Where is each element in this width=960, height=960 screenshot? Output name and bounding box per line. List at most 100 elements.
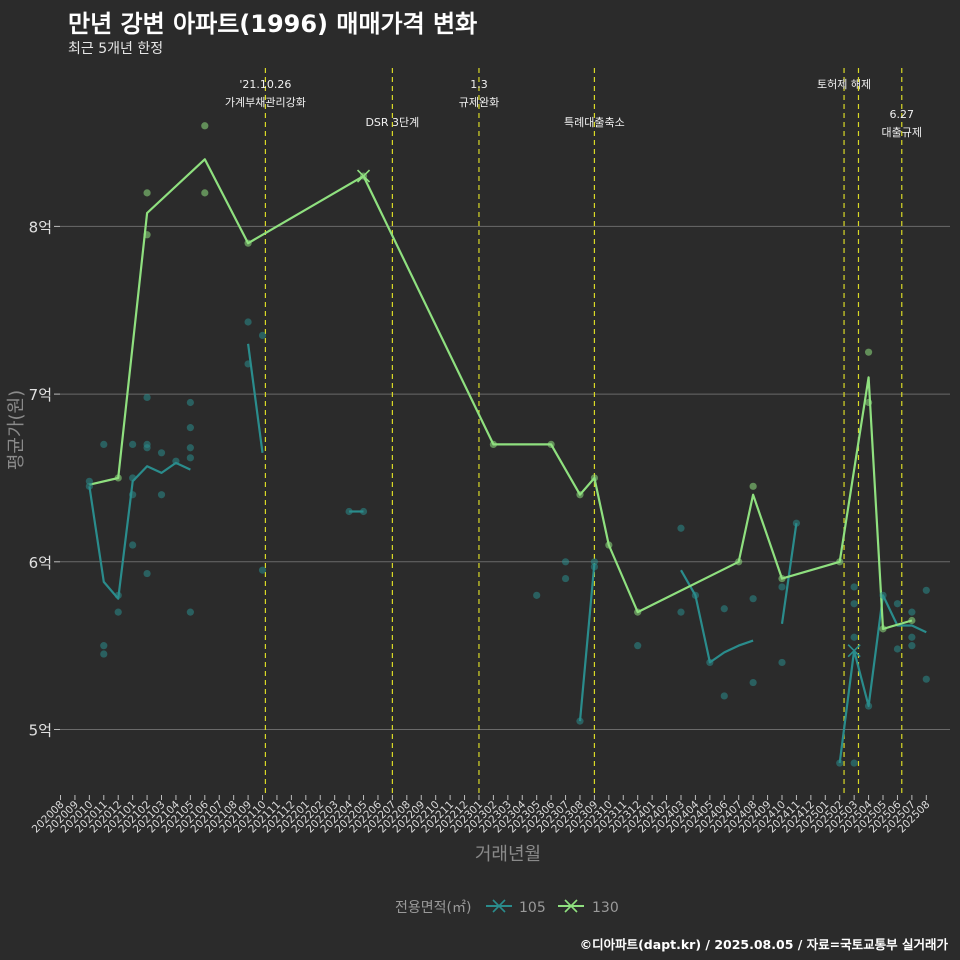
point-105 bbox=[186, 454, 194, 462]
point-130 bbox=[143, 189, 151, 197]
source-credit: ©디아파트(dapt.kr) / 2025.08.05 / 자료=국토교통부 실… bbox=[579, 937, 948, 952]
point-105 bbox=[908, 633, 916, 641]
point-105 bbox=[590, 563, 599, 571]
point-130 bbox=[634, 608, 642, 616]
point-130 bbox=[864, 348, 873, 356]
point-105 bbox=[100, 440, 108, 449]
point-105 bbox=[908, 608, 916, 616]
event-label: 1.3 규제완화 bbox=[459, 78, 499, 109]
point-130 bbox=[576, 491, 584, 499]
point-105 bbox=[186, 398, 194, 407]
point-105 bbox=[879, 591, 887, 599]
point-105 bbox=[143, 444, 151, 452]
point-105 bbox=[129, 440, 137, 449]
point-105 bbox=[533, 591, 541, 599]
event-label-line: 6.27 bbox=[890, 108, 915, 121]
point-130 bbox=[489, 440, 497, 449]
series-line-105 bbox=[247, 343, 264, 453]
legend-title: 전용면적(㎡) bbox=[395, 900, 471, 916]
page-title: 만년 강변 아파트(1996) 매매가격 변화 bbox=[68, 10, 478, 38]
point-105 bbox=[749, 595, 757, 603]
grid-layer bbox=[60, 225, 950, 730]
point-105 bbox=[677, 524, 685, 532]
point-105 bbox=[561, 558, 570, 566]
event-label: 토허제 해제 bbox=[817, 77, 871, 91]
point-105 bbox=[691, 591, 700, 599]
point-130 bbox=[749, 482, 757, 490]
marker-130 bbox=[356, 169, 371, 183]
point-105 bbox=[186, 424, 194, 432]
point-105 bbox=[129, 474, 137, 482]
point-105 bbox=[720, 692, 728, 700]
point-105 bbox=[100, 642, 108, 650]
point-105 bbox=[749, 678, 757, 687]
point-105 bbox=[561, 574, 570, 583]
point-105 bbox=[677, 608, 685, 616]
legend-label-105: 105 bbox=[519, 900, 546, 916]
series-line-105 bbox=[578, 563, 596, 722]
y-tick-label: 5억 bbox=[29, 722, 52, 740]
point-105 bbox=[172, 457, 180, 465]
event-label-line: 토허제 해제 bbox=[817, 77, 871, 91]
point-130 bbox=[114, 474, 122, 482]
point-130 bbox=[735, 558, 743, 566]
point-105 bbox=[85, 482, 93, 490]
y-tick-label: 8억 bbox=[29, 218, 52, 236]
point-105 bbox=[114, 608, 122, 616]
event-label-line: '21.10.26 bbox=[239, 78, 291, 91]
point-105 bbox=[634, 642, 642, 650]
series-line-105 bbox=[780, 523, 798, 624]
point-130 bbox=[201, 122, 209, 130]
point-105 bbox=[778, 658, 786, 667]
legend-cross-130 bbox=[564, 899, 578, 913]
point-130 bbox=[201, 189, 209, 197]
point-130 bbox=[864, 398, 873, 407]
point-105 bbox=[157, 449, 166, 457]
point-130 bbox=[836, 558, 844, 566]
point-105 bbox=[706, 658, 714, 667]
point-105 bbox=[129, 491, 137, 499]
point-130 bbox=[590, 474, 599, 482]
event-label-line: 대출규제 bbox=[882, 126, 922, 139]
legend-label-130: 130 bbox=[592, 900, 619, 916]
point-130 bbox=[244, 239, 252, 247]
event-label-line: 1.3 bbox=[470, 78, 488, 91]
point-105 bbox=[85, 477, 93, 485]
point-105 bbox=[864, 702, 873, 710]
y-axis-label: 평균가(원) bbox=[6, 390, 27, 470]
point-105 bbox=[244, 318, 252, 326]
event-label: 6.27 대출규제 bbox=[882, 108, 922, 139]
legend-cross-105 bbox=[492, 899, 506, 913]
event-label: DSR 3단계 bbox=[365, 116, 419, 129]
legend-item-105: 105 bbox=[486, 899, 546, 916]
point-105 bbox=[922, 586, 930, 594]
legend-item-130: 130 bbox=[558, 899, 619, 916]
point-105 bbox=[157, 491, 166, 499]
point-105 bbox=[893, 600, 902, 608]
event-label: '21.10.26 가계부채관리강화 bbox=[225, 78, 306, 109]
point-105 bbox=[114, 591, 122, 599]
point-130 bbox=[908, 616, 916, 625]
point-layer bbox=[85, 122, 930, 767]
point-105 bbox=[129, 541, 137, 549]
y-tick-label: 7억 bbox=[29, 386, 52, 404]
page-subtitle: 최근 5개년 한정 bbox=[68, 41, 164, 57]
point-105 bbox=[850, 759, 858, 767]
series-line-105 bbox=[88, 461, 191, 600]
axis-layer: 5억6억7억8억20200820200920201020201120201220… bbox=[29, 218, 933, 835]
point-105 bbox=[345, 507, 353, 516]
event-label-line: DSR 3단계 bbox=[365, 116, 419, 129]
point-105 bbox=[836, 759, 844, 767]
event-label: 특례대출축소 bbox=[564, 116, 625, 129]
point-105 bbox=[359, 507, 368, 516]
event-label-line: 특례대출축소 bbox=[564, 116, 625, 129]
point-105 bbox=[778, 583, 786, 591]
point-105 bbox=[850, 600, 858, 608]
point-105 bbox=[720, 605, 728, 613]
y-tick-label: 6억 bbox=[29, 554, 52, 572]
point-130 bbox=[143, 231, 151, 239]
point-105 bbox=[576, 717, 584, 725]
point-105 bbox=[244, 360, 252, 368]
